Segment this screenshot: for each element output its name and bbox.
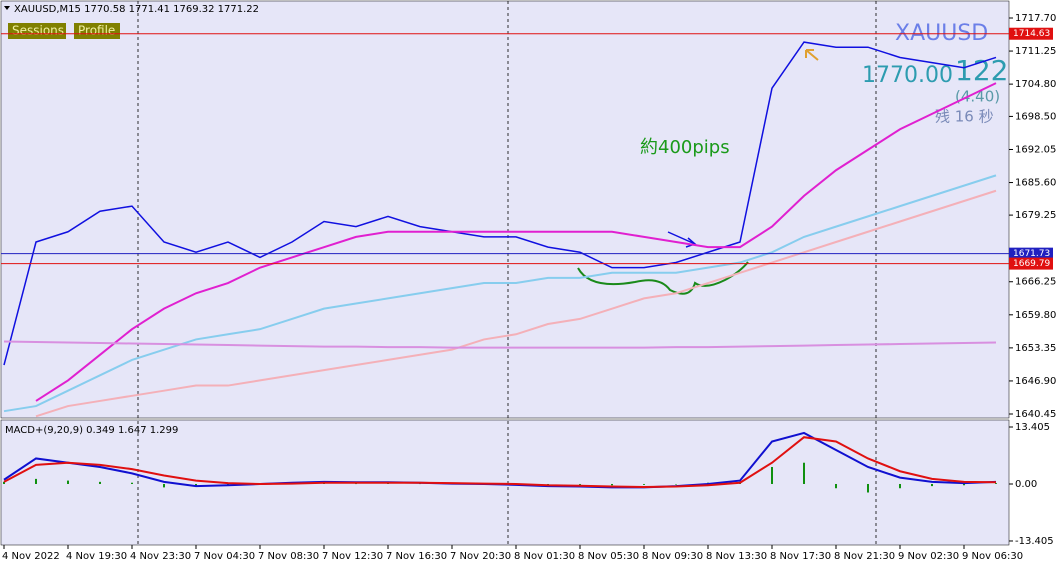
- y-tick-label: 1698.50: [1015, 111, 1056, 122]
- countdown: 残 16 秒: [935, 108, 994, 126]
- main-panel: [0, 0, 1010, 419]
- x-tick-label: 7 Nov 16:30: [386, 551, 447, 562]
- arrow: [805, 49, 819, 61]
- histogram-bar: [35, 478, 37, 484]
- histogram-bar: [131, 482, 133, 484]
- series-line: [3, 340, 997, 349]
- y-tick-label: 1711.25: [1015, 46, 1056, 57]
- y-tick-label: 1646.90: [1015, 376, 1056, 387]
- histogram-bar: [195, 483, 197, 487]
- y-tick-label: 1692.05: [1015, 144, 1056, 155]
- x-tick-label: 8 Nov 01:30: [514, 551, 575, 562]
- x-tick-label: 8 Nov 05:30: [578, 551, 639, 562]
- histogram-bar: [355, 483, 357, 485]
- histogram-bar: [963, 483, 965, 486]
- x-tick-label: 7 Nov 20:30: [450, 551, 511, 562]
- x-tick-label: 9 Nov 02:30: [898, 551, 959, 562]
- histogram-bar: [867, 483, 869, 493]
- x-tick-label: 8 Nov 13:30: [706, 551, 767, 562]
- price-label: 1714.63: [1013, 29, 1050, 39]
- y-tick-label: -13.405: [1015, 536, 1054, 547]
- x-tick-label: 7 Nov 12:30: [322, 551, 383, 562]
- y-tick-label: 1640.45: [1015, 409, 1056, 420]
- x-tick-label: 7 Nov 04:30: [194, 551, 255, 562]
- spread-watermark: 122: [955, 54, 1008, 87]
- y-tick-label: 1659.80: [1015, 310, 1056, 321]
- x-tick-label: 7 Nov 08:30: [258, 551, 319, 562]
- y-tick-label: 1717.70: [1015, 13, 1056, 24]
- macd-title: MACD+(9,20,9) 0.349 1.647 1.299: [5, 425, 178, 436]
- profile-button[interactable]: [74, 23, 120, 39]
- x-tick-label: 8 Nov 09:30: [642, 551, 703, 562]
- series-line: [35, 189, 997, 418]
- series-line: [3, 436, 997, 488]
- y-tick-label: 13.405: [1015, 422, 1050, 433]
- session-separators: [137, 1, 877, 545]
- histogram-bar: [643, 483, 645, 485]
- histogram-bar: [835, 483, 837, 489]
- button-label[interactable]: Profile: [78, 24, 115, 38]
- histogram-bar: [67, 480, 69, 484]
- price-label: 1671.73: [1013, 249, 1050, 259]
- arrow: [667, 231, 697, 248]
- y-tick-label: 1679.25: [1015, 210, 1056, 221]
- macd-panel: [0, 419, 1010, 546]
- chart-title: XAUUSD,M15 1770.58 1771.41 1769.32 1771.…: [14, 4, 259, 15]
- histogram-bar: [803, 462, 805, 484]
- price-label-box: [1009, 27, 1053, 40]
- price-label-box: [1009, 247, 1053, 260]
- x-tick-label: 4 Nov 19:30: [66, 551, 127, 562]
- x-tick-label: 4 Nov 23:30: [130, 551, 191, 562]
- histogram-bar: [579, 483, 581, 485]
- annotation: 約400pips: [640, 137, 730, 158]
- series-line: [3, 174, 997, 413]
- histogram-bar: [931, 483, 933, 487]
- y-tick-label: 0.00: [1015, 479, 1037, 490]
- histogram-bar: [163, 483, 165, 488]
- bracket: [577, 261, 749, 295]
- series-line: [3, 41, 997, 366]
- histogram-bar: [771, 466, 773, 484]
- price-label-box: [1009, 257, 1053, 270]
- y-tick-label: 1666.25: [1015, 277, 1056, 288]
- histogram-bar: [995, 483, 997, 484]
- y-tick-label: 1704.80: [1015, 79, 1056, 90]
- histogram-bar: [3, 481, 5, 484]
- button-label[interactable]: Sessions: [12, 24, 64, 38]
- change-watermark: (4.40): [955, 88, 1000, 106]
- price-watermark: 1770.00: [862, 63, 953, 88]
- histogram-bar: [611, 483, 613, 486]
- histogram-bar: [419, 483, 421, 485]
- histogram-bar: [99, 481, 101, 484]
- x-tick-label: 9 Nov 06:30: [962, 551, 1023, 562]
- menu-arrow: [4, 6, 10, 10]
- histogram-bar: [675, 483, 677, 485]
- y-tick-label: 1685.60: [1015, 178, 1056, 189]
- y-tick-label: 1653.35: [1015, 343, 1056, 354]
- sessions-button[interactable]: [8, 23, 66, 39]
- histogram-bar: [899, 483, 901, 489]
- series-line: [35, 82, 997, 402]
- x-tick-label: 4 Nov 2022: [2, 551, 60, 562]
- x-tick-label: 8 Nov 17:30: [770, 551, 831, 562]
- price-label: 1669.79: [1013, 259, 1050, 269]
- x-tick-label: 8 Nov 21:30: [834, 551, 895, 562]
- bracket-marks: [577, 261, 749, 295]
